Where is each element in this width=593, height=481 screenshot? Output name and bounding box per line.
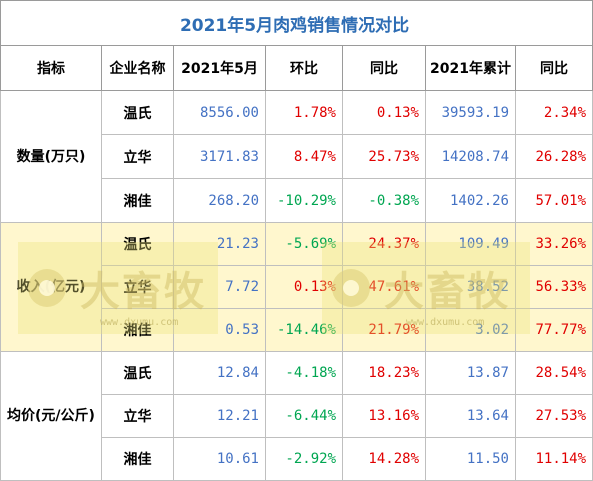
ytd-yoy-value: 28.54% bbox=[514, 351, 593, 395]
metric-avg-price: 均价(元/公斤) bbox=[0, 351, 102, 481]
mom-value: 8.47% bbox=[265, 134, 343, 179]
ytd-yoy-value: 33.26% bbox=[514, 222, 593, 266]
may-value: 268.20 bbox=[173, 178, 266, 223]
ytd-value: 3.02 bbox=[425, 308, 516, 352]
mom-value: -4.18% bbox=[265, 351, 343, 395]
company-name: 立华 bbox=[101, 134, 174, 179]
company-name: 立华 bbox=[101, 394, 174, 438]
yoy-value: 18.23% bbox=[342, 351, 426, 395]
table-row: 湘佳 10.61 -2.92% 14.28% 11.50 11.14% bbox=[1, 437, 593, 481]
company-name: 湘佳 bbox=[101, 437, 174, 481]
yoy-value: 21.79% bbox=[342, 308, 426, 352]
yoy-value: 14.28% bbox=[342, 437, 426, 481]
may-value: 12.84 bbox=[173, 351, 266, 395]
ytd-value: 39593.19 bbox=[425, 90, 516, 135]
table-row: 数量(万只) 温氏 8556.00 1.78% 0.13% 39593.19 2… bbox=[0, 90, 593, 223]
header-metric: 指标 bbox=[0, 45, 102, 91]
mom-value: 1.78% bbox=[265, 90, 343, 135]
company-name: 温氏 bbox=[101, 222, 174, 266]
table-row: 收入(亿元) 温氏 21.23 -5.69% 24.37% 109.49 33.… bbox=[0, 222, 593, 352]
may-value: 12.21 bbox=[173, 394, 266, 438]
may-value: 3171.83 bbox=[173, 134, 266, 179]
table-row: 立华 7.72 0.13% 47.61% 38.52 56.33% bbox=[1, 265, 593, 309]
mom-value: 0.13% bbox=[265, 265, 343, 309]
metric-income: 收入(亿元) bbox=[0, 222, 102, 352]
mom-value: -2.92% bbox=[265, 437, 343, 481]
yoy-value: 24.37% bbox=[342, 222, 426, 266]
ytd-value: 38.52 bbox=[425, 265, 516, 309]
may-value: 7.72 bbox=[173, 265, 266, 309]
table-row: 湘佳 0.53 -14.46% 21.79% 3.02 77.77% bbox=[1, 308, 593, 352]
ytd-value: 13.87 bbox=[425, 351, 516, 395]
yoy-value: 47.61% bbox=[342, 265, 426, 309]
table-row: 均价(元/公斤) 温氏 12.84 -4.18% 18.23% 13.87 28… bbox=[0, 351, 593, 481]
ytd-yoy-value: 2.34% bbox=[514, 90, 593, 135]
ytd-value: 109.49 bbox=[425, 222, 516, 266]
company-name: 湘佳 bbox=[101, 308, 174, 352]
ytd-yoy-value: 57.01% bbox=[514, 178, 593, 223]
ytd-yoy-value: 27.53% bbox=[514, 394, 593, 438]
header-mom: 环比 bbox=[265, 45, 343, 91]
yoy-value: 25.73% bbox=[342, 134, 426, 179]
mom-value: -14.46% bbox=[265, 308, 343, 352]
header-company: 企业名称 bbox=[101, 45, 174, 91]
yoy-value: 0.13% bbox=[342, 90, 426, 135]
header-ytd-2021: 2021年累计 bbox=[425, 45, 516, 91]
table-title: 2021年5月肉鸡销售情况对比 bbox=[0, 0, 593, 46]
ytd-value: 1402.26 bbox=[425, 178, 516, 223]
ytd-yoy-value: 11.14% bbox=[514, 437, 593, 481]
table-row: 立华 12.21 -6.44% 13.16% 13.64 27.53% bbox=[1, 394, 593, 438]
may-value: 8556.00 bbox=[173, 90, 266, 135]
ytd-yoy-value: 26.28% bbox=[514, 134, 593, 179]
ytd-yoy-value: 77.77% bbox=[514, 308, 593, 352]
ytd-value: 13.64 bbox=[425, 394, 516, 438]
company-name: 湘佳 bbox=[101, 178, 174, 223]
company-name: 温氏 bbox=[101, 90, 174, 135]
mom-value: -5.69% bbox=[265, 222, 343, 266]
mom-value: -10.29% bbox=[265, 178, 343, 223]
may-value: 10.61 bbox=[173, 437, 266, 481]
ytd-yoy-value: 56.33% bbox=[514, 265, 593, 309]
may-value: 0.53 bbox=[173, 308, 266, 352]
company-name: 温氏 bbox=[101, 351, 174, 395]
mom-value: -6.44% bbox=[265, 394, 343, 438]
table-row: 立华 3171.83 8.47% 25.73% 14208.74 26.28% bbox=[1, 134, 593, 179]
ytd-value: 11.50 bbox=[425, 437, 516, 481]
yoy-value: -0.38% bbox=[342, 178, 426, 223]
table-row: 湘佳 268.20 -10.29% -0.38% 1402.26 57.01% bbox=[1, 178, 593, 223]
may-value: 21.23 bbox=[173, 222, 266, 266]
header-yoy: 同比 bbox=[342, 45, 426, 91]
yoy-value: 13.16% bbox=[342, 394, 426, 438]
header-ytd-yoy: 同比 bbox=[514, 45, 593, 91]
company-name: 立华 bbox=[101, 265, 174, 309]
metric-quantity: 数量(万只) bbox=[0, 90, 102, 223]
ytd-value: 14208.74 bbox=[425, 134, 516, 179]
header-may-2021: 2021年5月 bbox=[173, 45, 266, 91]
